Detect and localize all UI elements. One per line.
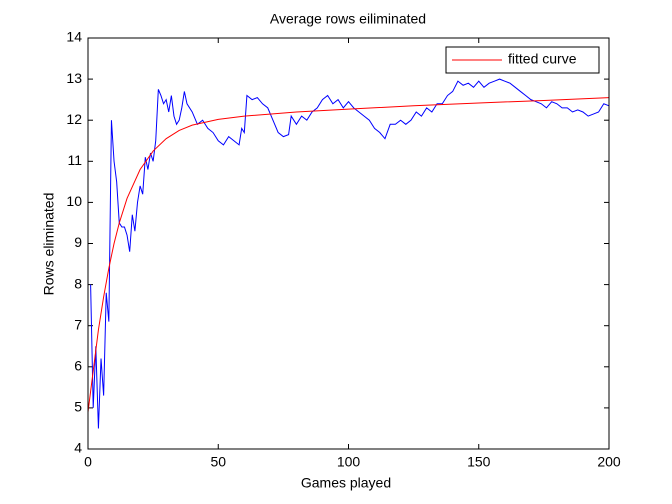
y-tick-label: 12 xyxy=(66,111,82,127)
y-tick-label: 13 xyxy=(66,70,82,86)
y-tick-label: 9 xyxy=(74,234,82,250)
plot-frame xyxy=(87,37,610,450)
y-axis-label: Rows eliminated xyxy=(41,193,57,296)
y-tick-label: 6 xyxy=(74,358,82,374)
x-tick-label: 150 xyxy=(467,454,491,470)
legend-box xyxy=(445,46,600,74)
chart-title: Average rows eiliminated xyxy=(270,11,426,27)
y-tick-label: 11 xyxy=(67,152,82,168)
y-tick-label: 14 xyxy=(66,29,82,45)
x-tick-label: 200 xyxy=(597,454,621,470)
legend-label: fitted curve xyxy=(508,51,577,67)
data-line xyxy=(90,78,610,429)
x-tick-label: 0 xyxy=(84,454,92,470)
x-tick-label: 100 xyxy=(337,454,361,470)
data-line xyxy=(87,97,610,413)
x-tick-label: 50 xyxy=(210,454,226,470)
y-tick-label: 10 xyxy=(66,193,82,209)
y-tick-label: 4 xyxy=(74,440,82,456)
y-tick-label: 8 xyxy=(74,275,82,291)
y-tick-label: 5 xyxy=(74,399,82,415)
y-tick-label: 7 xyxy=(74,316,82,332)
x-axis-label: Games played xyxy=(301,475,391,491)
